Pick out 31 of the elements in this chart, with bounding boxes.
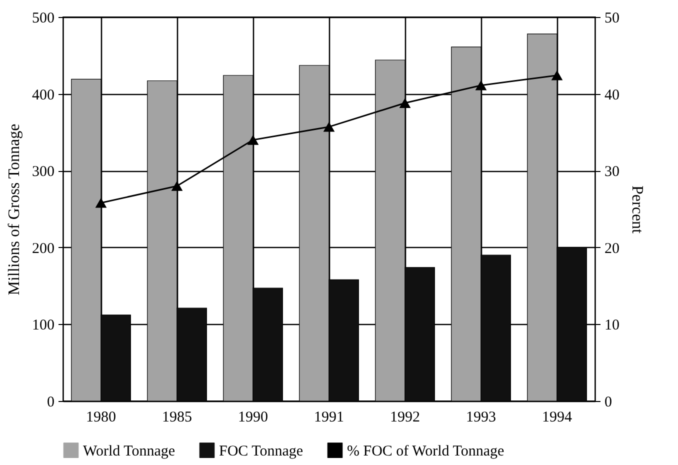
x-tick-label: 1993 (466, 410, 496, 426)
y2-axis-title: Percent (628, 186, 646, 234)
point (323, 122, 335, 132)
y-tick-label: 100 (32, 318, 54, 334)
point (95, 198, 107, 208)
legend-label: % FOC of World Tonnage (347, 443, 505, 460)
point (399, 98, 411, 108)
point (171, 181, 183, 191)
point (247, 134, 259, 145)
y-axis-title: Millions of Gross Tonnage (6, 124, 23, 296)
x-tick-label: 1980 (86, 410, 116, 426)
y-tick-label: 400 (32, 87, 54, 104)
legend-label: FOC Tonnage (219, 443, 304, 460)
y-tick-label: 300 (32, 164, 54, 180)
y2-tick-label: 10 (604, 318, 620, 334)
y2-tick-label: 0 (604, 394, 612, 410)
point (475, 80, 487, 90)
legend-label: World Tonnage (83, 443, 176, 460)
y2-tick-label: 50 (604, 10, 620, 26)
x-tick-label: 1991 (314, 410, 344, 426)
y2-tick-label: 40 (604, 87, 620, 104)
y2-tick-label: 30 (604, 164, 620, 180)
point (551, 70, 563, 80)
x-tick-label: 1994 (542, 410, 572, 426)
x-tick-label: 1985 (162, 410, 192, 426)
x-tick-label: 1992 (390, 410, 420, 426)
y-tick-label: 0 (47, 394, 54, 410)
y2-tick-label: 20 (604, 240, 620, 257)
y-tick-label: 200 (32, 240, 54, 257)
y-tick-label: 500 (32, 10, 54, 26)
x-tick-label: 1990 (238, 410, 268, 426)
